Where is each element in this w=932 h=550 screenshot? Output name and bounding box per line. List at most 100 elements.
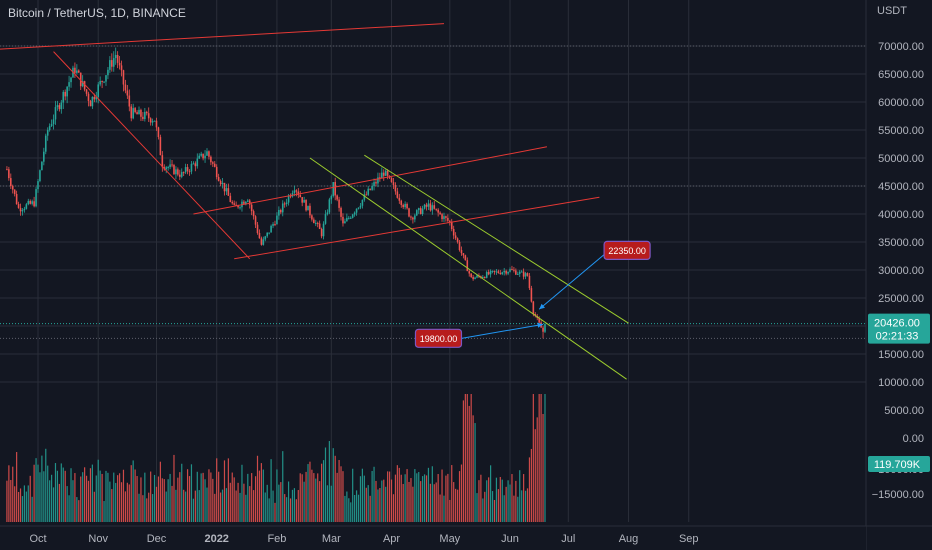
volume-bar [249, 486, 251, 522]
candle-body [52, 119, 55, 125]
candle-body [157, 127, 160, 138]
volume-bar [93, 491, 95, 522]
volume-bar [87, 480, 90, 522]
volume-bar [16, 452, 18, 522]
volume-bar [31, 496, 33, 522]
candle-body [392, 182, 395, 185]
candle-body [367, 188, 370, 195]
volume-bar [80, 476, 82, 522]
candle-body [299, 195, 302, 198]
volume-bar [414, 469, 416, 522]
volume-bar [128, 484, 130, 522]
volume-bar [328, 441, 330, 522]
volume-bar [524, 490, 527, 522]
volume-bar [350, 502, 352, 522]
volume-bar [270, 459, 272, 522]
y-tick-label: 55000.00 [878, 125, 924, 137]
candle-body [93, 96, 96, 100]
candle-body [60, 102, 63, 110]
volume-bar [462, 400, 465, 522]
volume-bar [266, 484, 268, 522]
volume-bar [262, 469, 264, 522]
volume-bar [256, 455, 259, 522]
volume-bar [486, 480, 488, 522]
volume-bar [321, 463, 323, 522]
candle-body [169, 164, 171, 168]
volume-bar [324, 447, 327, 522]
volume-bar [153, 474, 156, 522]
candle-body [204, 155, 206, 159]
volume-bar [276, 469, 278, 522]
candle-body [118, 62, 121, 66]
candle-body [320, 228, 323, 237]
candle-body [526, 273, 529, 276]
volume-bar [188, 476, 191, 522]
candle-body [518, 271, 521, 274]
candle-body [70, 77, 72, 83]
volume-bar [354, 494, 356, 522]
candle-body [449, 220, 451, 222]
candle-body [435, 208, 438, 210]
volume-bar [113, 472, 115, 522]
annotation-label: 19800.00 [420, 334, 458, 344]
candle-body [215, 166, 218, 178]
candle-body [394, 184, 397, 192]
candle-body [147, 113, 150, 119]
volume-bar [126, 482, 128, 522]
candle-body [433, 205, 436, 209]
candle-body [142, 116, 144, 120]
volume-bar [117, 475, 119, 522]
volume-bar [190, 464, 193, 522]
annotation-arrow [461, 323, 544, 339]
volume-bar [427, 467, 430, 522]
x-tick-label: 2022 [204, 533, 228, 545]
candle-body [522, 271, 525, 277]
candle-body [126, 90, 129, 96]
volume-bar [278, 484, 280, 522]
volume-bar [136, 476, 138, 522]
volume-bar [338, 460, 340, 522]
candle-body [314, 222, 317, 224]
volume-bar [307, 464, 309, 522]
candle-body [198, 155, 201, 159]
volume-bar [105, 470, 107, 522]
candle-body [425, 204, 428, 207]
candle-body [382, 172, 385, 176]
candle-body [353, 212, 356, 215]
candle-body [452, 229, 455, 236]
candle-body [248, 200, 251, 205]
volume-bar [245, 494, 247, 522]
x-tick-label: Jun [501, 533, 519, 545]
volume-bar [29, 475, 31, 522]
candle-body [318, 223, 321, 229]
candle-body [349, 217, 352, 219]
volume-bar [526, 488, 529, 522]
candle-body [516, 273, 519, 275]
volume-bar [348, 498, 350, 522]
candle-body [542, 327, 544, 332]
volume-bar [152, 494, 154, 522]
volume-bar [295, 499, 297, 522]
candle-body [544, 323, 546, 332]
candle-body [77, 70, 80, 73]
candle-body [33, 201, 35, 207]
volume-bar [216, 458, 218, 522]
candle-body [76, 70, 78, 73]
candle-body [103, 81, 105, 83]
volume-bar [287, 481, 290, 522]
candle-body [182, 172, 185, 174]
volume-bar [538, 394, 540, 522]
volume-bar [8, 465, 10, 522]
candle-body [39, 170, 41, 182]
candle-body [250, 204, 253, 212]
candle-body [410, 216, 412, 218]
volume-bar [445, 475, 447, 522]
annotation-label-box [414, 328, 463, 348]
candle-body [179, 174, 181, 177]
candle-body [219, 180, 222, 185]
volume-bar [456, 489, 459, 522]
volume-bar [274, 502, 276, 522]
volume-bar [365, 487, 367, 522]
volume-bar [332, 448, 334, 522]
